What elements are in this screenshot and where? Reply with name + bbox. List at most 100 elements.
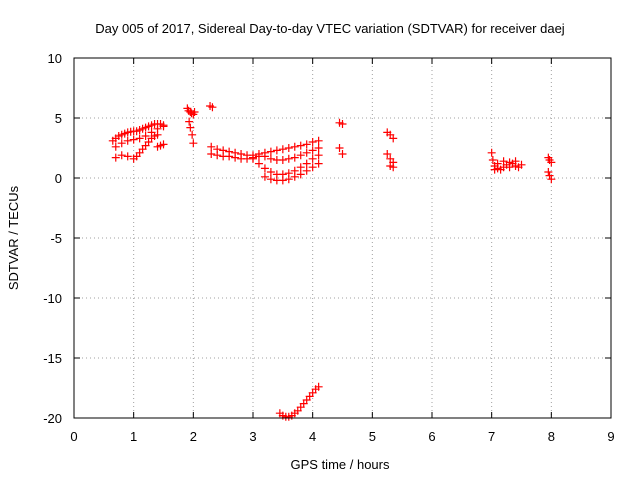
data-point	[284, 154, 293, 163]
x-tick-label: 3	[249, 429, 256, 444]
data-point	[314, 382, 323, 391]
data-point	[153, 130, 162, 139]
data-point	[296, 151, 305, 160]
x-tick-label: 2	[190, 429, 197, 444]
x-axis-label: GPS time / hours	[291, 457, 390, 472]
data-point	[225, 152, 234, 161]
data-point	[493, 159, 502, 168]
data-point	[123, 136, 132, 145]
data-point	[314, 136, 323, 145]
data-point	[490, 165, 499, 174]
data-point	[383, 150, 392, 158]
x-tick-label: 1	[130, 429, 137, 444]
data-point	[190, 108, 199, 116]
series-lower-arc	[111, 130, 162, 163]
y-axis-label: SDTVAR / TECUs	[6, 185, 21, 290]
data-point	[308, 138, 317, 146]
data-point	[123, 152, 132, 161]
data-point	[547, 175, 556, 184]
data-point	[260, 164, 269, 173]
data-point	[141, 132, 150, 140]
data-point	[308, 163, 317, 172]
data-point	[338, 150, 347, 158]
data-point	[296, 170, 305, 179]
series-segment-5.3	[383, 128, 398, 172]
data-point	[487, 148, 496, 157]
data-point	[308, 146, 317, 155]
data-point	[302, 148, 311, 157]
data-point	[302, 140, 311, 149]
data-point	[296, 141, 305, 150]
data-point	[488, 156, 497, 164]
data-point	[260, 172, 269, 181]
data-point	[547, 158, 556, 167]
data-point	[266, 147, 275, 156]
data-point	[389, 163, 398, 172]
data-point	[213, 151, 222, 160]
data-point	[111, 153, 120, 162]
series-negative-arc	[275, 382, 323, 421]
data-point	[278, 176, 287, 185]
data-point	[207, 142, 216, 151]
data-point	[290, 142, 299, 151]
data-point	[254, 159, 263, 168]
data-point	[302, 159, 311, 168]
data-point	[266, 168, 275, 176]
data-point	[314, 144, 323, 152]
data-point	[544, 168, 553, 176]
x-tick-label: 9	[607, 429, 614, 444]
data-point	[290, 153, 299, 162]
data-point	[284, 175, 293, 184]
data-point	[111, 142, 120, 151]
series-upper-arc-2	[111, 121, 168, 151]
data-point	[159, 121, 168, 130]
data-point	[505, 163, 514, 172]
x-tick-label: 0	[70, 429, 77, 444]
data-point	[208, 103, 217, 112]
data-point	[266, 154, 275, 163]
data-point	[545, 171, 554, 180]
x-tick-label: 5	[369, 429, 376, 444]
data-point	[278, 145, 287, 154]
series-upper-arc-1	[108, 120, 168, 145]
data-point	[314, 159, 323, 168]
data-point	[308, 154, 317, 163]
axes-ticks: 0 1 2 3 4 5 6 7 8 9 -20 -15 -10 -5 0 5 10	[43, 51, 614, 444]
y-tick-label: 10	[48, 51, 62, 66]
data-point	[231, 153, 240, 162]
series-band-c	[249, 151, 323, 179]
data-point	[389, 134, 398, 143]
data-point	[302, 166, 311, 175]
series-segment-1.95	[183, 104, 199, 148]
data-point	[284, 144, 293, 152]
series-cluster-7.95	[544, 153, 556, 184]
series-band-d	[260, 159, 323, 185]
x-tick-label: 4	[309, 429, 316, 444]
x-tick-label: 8	[548, 429, 555, 444]
data-point	[266, 175, 275, 184]
data-point	[517, 160, 526, 169]
data-point	[117, 151, 126, 160]
y-tick-label: 5	[55, 111, 62, 126]
data-point	[249, 154, 257, 163]
series-cluster-7	[487, 148, 526, 174]
series-band-b	[207, 144, 323, 164]
data-point	[338, 120, 347, 128]
data-point	[314, 151, 323, 160]
data-point	[207, 150, 216, 158]
data-point	[499, 157, 508, 166]
data-point	[186, 123, 195, 132]
y-tick-label: 0	[55, 171, 62, 186]
chart-title: Day 005 of 2017, Sidereal Day-to-day VTE…	[95, 21, 565, 36]
y-tick-label: -20	[43, 411, 62, 426]
data-point	[272, 146, 281, 155]
y-tick-label: -5	[50, 231, 62, 246]
data-point	[296, 163, 305, 172]
series-short-1.5	[153, 140, 168, 151]
data-point	[260, 152, 269, 161]
data-point	[117, 139, 126, 148]
y-tick-label: -15	[43, 351, 62, 366]
x-tick-label: 6	[428, 429, 435, 444]
data-point	[335, 144, 344, 152]
